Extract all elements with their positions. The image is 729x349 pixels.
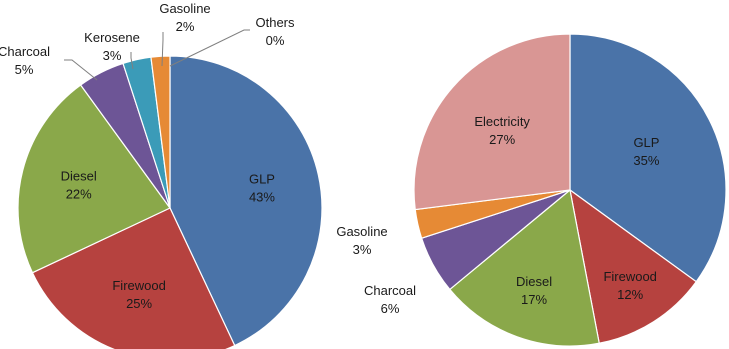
slice-firewood-wedge <box>31 207 236 349</box>
slice-diesel: Diesel 22% <box>17 84 171 274</box>
slice-charcoal: Charcoal 5% <box>0 44 171 209</box>
slice-kerosene-label: Kerosene 3% <box>84 30 140 63</box>
slice-electricity-label: Electricity 27% <box>474 114 530 147</box>
slice-glp: GLP 43% <box>169 55 323 347</box>
slice-diesel: Diesel 17% <box>448 188 600 347</box>
slice-electricity-wedge <box>413 33 571 211</box>
slice-gasoline: Gasoline 2% <box>150 1 211 209</box>
slice-glp-label: GLP 43% <box>249 171 275 204</box>
right-pie-chart: GLP 35% Firewood 12% Diesel 17% Charcoal 6% Gaso… <box>336 33 727 347</box>
slice-glp: GLP 35% <box>569 33 727 283</box>
slice-glp-wedge <box>169 55 323 347</box>
slice-gasoline-label: Gasoline 3% <box>336 224 387 257</box>
slice-firewood: Firewood 12% <box>569 188 698 344</box>
slice-firewood-label: Firewood 12% <box>603 269 656 302</box>
slice-firewood: Firewood 25% <box>31 207 236 349</box>
slice-gasoline-label: Gasoline 2% <box>159 1 210 34</box>
left-pie-chart: GLP 43% Firewood 25% Diesel 22% Charcoal 5% Kero… <box>0 1 323 349</box>
slice-others: Others 0% <box>169 15 295 67</box>
slice-kerosene-leader-line <box>130 52 134 70</box>
slice-charcoal-label: Charcoal 5% <box>0 44 50 77</box>
slice-gasoline-leader-line <box>161 32 164 67</box>
slice-diesel-label: Diesel 22% <box>61 169 97 202</box>
slice-glp-label: GLP 35% <box>633 135 659 168</box>
slice-diesel-wedge <box>448 188 600 347</box>
slice-gasoline-wedge <box>150 55 171 209</box>
slice-charcoal-leader-line <box>64 59 98 81</box>
slice-charcoal-label: Charcoal 6% <box>364 283 416 316</box>
slice-diesel-label: Diesel 17% <box>516 274 552 307</box>
slice-diesel-wedge <box>17 84 171 274</box>
slice-electricity: Electricity 27% <box>413 33 571 211</box>
slice-glp-wedge <box>569 33 727 283</box>
slice-gasoline: Gasoline 3% <box>336 189 571 257</box>
slice-firewood-wedge <box>569 188 698 344</box>
slice-others-label: Others 0% <box>255 15 295 48</box>
slice-firewood-label: Firewood 25% <box>112 278 165 311</box>
slice-others-leader-line <box>169 29 250 67</box>
